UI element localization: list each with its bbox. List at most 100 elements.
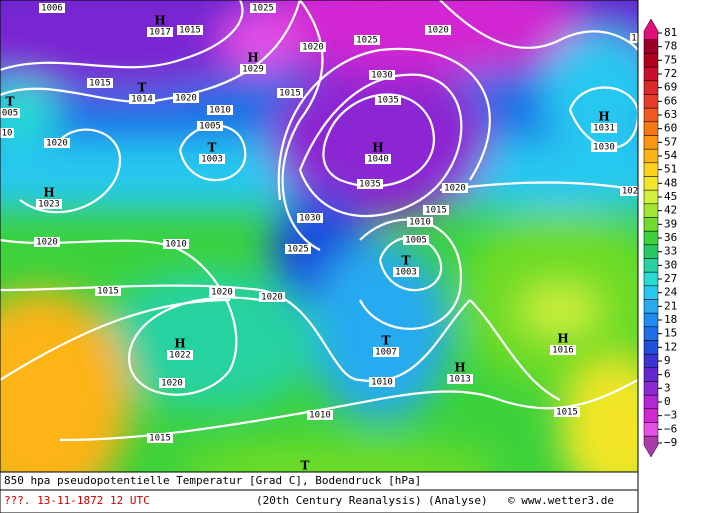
footer-date: ???. 13-11-1872 12 UTC: [4, 494, 150, 507]
colorbar-cell: [643, 18, 659, 41]
isobar-label-bg: [369, 377, 395, 387]
isobar-label: 1025: [356, 36, 378, 46]
colorbar-cell: [643, 285, 659, 300]
colorbar-cell: [643, 66, 659, 82]
colorbar-cell: [643, 107, 659, 123]
isobar-label-bg: [307, 410, 333, 420]
colorbar-label: 48: [664, 176, 677, 189]
isobar-label-bg: [300, 42, 326, 52]
pressure-center-value: 1029: [242, 65, 264, 75]
colorbar-cell: [643, 367, 659, 382]
pressure-center-symbol: H: [247, 51, 258, 65]
isobar-label: 1015: [279, 89, 301, 99]
isobar-label: 1020: [175, 94, 197, 104]
isobar-label: 1015: [149, 434, 171, 444]
isobar-label-bg: [163, 239, 189, 249]
colorbar-cell: [643, 340, 659, 355]
colorbar-label: 45: [664, 190, 677, 203]
pressure-center-symbol: T: [208, 141, 217, 155]
isobar-label-bg: [177, 25, 203, 35]
isobar-label: 1020: [161, 379, 183, 389]
isobar-label: 1010: [409, 218, 431, 228]
colorbar-cell: [643, 299, 659, 314]
colorbar-label: 39: [664, 217, 677, 230]
isobar-label-bg: [630, 33, 638, 43]
isobar-label: 1035: [377, 96, 399, 106]
isobar-label: 1015: [97, 287, 119, 297]
colorbar-label: 75: [664, 53, 677, 66]
isobar-label: 1010: [309, 411, 331, 421]
pressure-center-symbol: H: [154, 14, 165, 28]
pressure-center-symbol: H: [454, 361, 465, 375]
colorbar-cell: [643, 353, 659, 369]
colorbar-cell: [643, 94, 659, 109]
isobar-label-bg: [159, 378, 185, 388]
isobar-label: 1015: [425, 206, 447, 216]
isobar-label: 1015: [179, 26, 201, 36]
colorbar-label: 6: [664, 368, 671, 381]
isobar-label: 1020: [302, 43, 324, 53]
colorbar-label: 21: [664, 299, 677, 312]
colorbar-cell: [643, 312, 659, 328]
isobar-label: 1020: [211, 288, 233, 298]
isobar-label-bg: [197, 121, 223, 131]
pressure-center-value: 1007: [375, 348, 397, 358]
pressure-center-symbol: T: [301, 459, 310, 473]
isobar-label: 1010: [371, 378, 393, 388]
pressure-center-value: 1016: [552, 346, 574, 356]
isobar-label-bg: [423, 205, 449, 215]
pressure-center-symbol: H: [598, 110, 609, 124]
isobar-label-bg: [207, 105, 233, 115]
pressure-center-bg: [199, 154, 225, 164]
isobar-label-bg: [442, 183, 468, 193]
pressure-center-value: 1022: [169, 351, 191, 361]
isobar-label-bg: [173, 93, 199, 103]
pressure-center-bg: [240, 64, 266, 74]
colorbar-cell: [643, 230, 659, 246]
isobar-label-bg: [620, 186, 638, 196]
colorbar-cell: [643, 80, 659, 95]
isobar-label-bg: [369, 70, 395, 80]
pressure-center-symbol: T: [402, 254, 411, 268]
isobar-label-bg: [403, 235, 429, 245]
isobar-label-bg: [285, 244, 311, 254]
colorbar-cell: [643, 394, 659, 410]
pressure-center-value: 1014: [131, 95, 153, 105]
colorbar-cell: [643, 53, 659, 68]
colorbar-cell: [643, 217, 659, 232]
isobar-label: 10: [2, 129, 13, 139]
isobar-label: 1020: [427, 26, 449, 36]
footer-credit: © www.wetter3.de: [508, 494, 614, 507]
pressure-center-value: 1017: [149, 28, 171, 38]
colorbar-label: 81: [664, 26, 677, 39]
isobar-label-bg: [354, 35, 380, 45]
isobar-label-bg: [0, 128, 14, 138]
isobar-label: 1010: [165, 240, 187, 250]
isobar-label-bg: [425, 25, 451, 35]
colorbar-label: −6: [664, 422, 677, 435]
isobar-label: 102: [622, 187, 638, 197]
colorbar-cell: [643, 422, 659, 437]
colorbar-label: 27: [664, 272, 677, 285]
isobar-label: 1025: [287, 245, 309, 255]
footer-source: (20th Century Reanalysis): [256, 494, 422, 507]
isobar-label-bg: [357, 179, 383, 189]
colorbar-cell: [643, 271, 659, 287]
isobar-label-bg: [591, 142, 617, 152]
colorbar-label: 54: [664, 149, 678, 162]
colorbar-label: 63: [664, 108, 677, 121]
pressure-center-value: 1040: [367, 155, 389, 165]
pressure-center-symbol: T: [6, 95, 15, 109]
isobar-label-bg: [554, 407, 580, 417]
colorbar-label: 9: [664, 354, 671, 367]
pressure-center-value: 005: [2, 109, 18, 119]
colorbar-label: 51: [664, 163, 677, 176]
colorbar-label: 15: [664, 327, 677, 340]
isobar-label: 1030: [593, 143, 615, 153]
isobar-label: 1: [631, 34, 636, 44]
colorbar-cell: [643, 189, 659, 205]
isobar-label-bg: [250, 3, 276, 13]
colorbar-cell: [643, 162, 659, 177]
colorbar-label: 57: [664, 135, 677, 148]
colorbar-cell: [643, 435, 659, 458]
